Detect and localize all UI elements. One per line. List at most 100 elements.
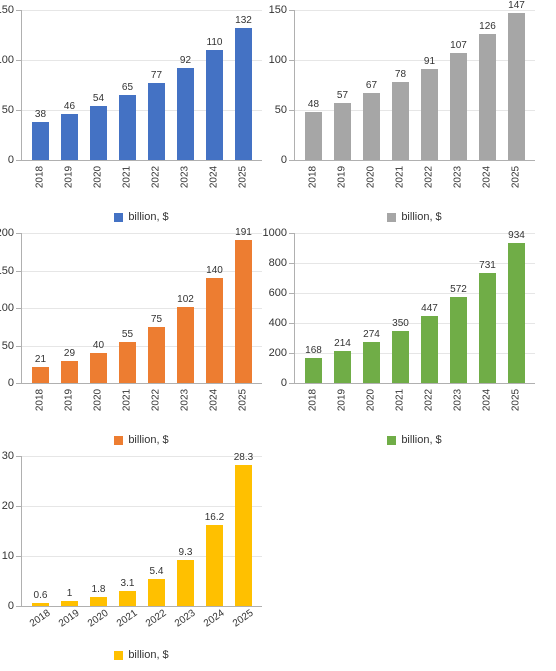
bar-value-label: 48 — [308, 99, 319, 110]
bar-value-label: 572 — [450, 284, 467, 295]
legend-label: billion, $ — [401, 434, 441, 446]
bar-value-label: 191 — [235, 227, 252, 238]
bar-wrap: 75 — [142, 233, 171, 383]
bar: 126 — [479, 34, 496, 160]
bar-value-label: 132 — [235, 15, 252, 26]
legend-swatch — [114, 436, 123, 445]
bar-value-label: 29 — [64, 348, 75, 359]
y-tick-label: 600 — [269, 287, 287, 299]
bar: 5.4 — [148, 579, 165, 606]
bar: 132 — [235, 28, 252, 160]
y-tick-label: 800 — [269, 257, 287, 269]
bar: 57 — [334, 103, 351, 160]
y-tick-label: 200 — [269, 347, 287, 359]
bar-value-label: 9.3 — [179, 547, 193, 558]
y-tick-label: 100 — [0, 302, 14, 314]
bar-value-label: 110 — [207, 37, 223, 48]
x-tick-label: 2020 — [357, 163, 385, 192]
x-tick-label: 2019 — [328, 163, 356, 192]
bar-value-label: 214 — [334, 338, 351, 349]
bar: 147 — [508, 13, 525, 160]
bar: 110 — [206, 50, 223, 160]
bar-value-label: 102 — [177, 294, 194, 305]
bar-value-label: 3.1 — [121, 578, 135, 589]
bar: 28.3 — [235, 465, 252, 607]
bar-wrap: 40 — [84, 233, 113, 383]
bar-wrap: 1.8 — [84, 456, 113, 606]
bar-wrap: 447 — [415, 233, 444, 383]
x-tick-label: 2018 — [299, 386, 327, 415]
x-tick-label: 2025 — [229, 386, 257, 415]
chart-plot-4: 01020300.611.83.15.49.316.228.3 — [21, 456, 262, 607]
bar-wrap: 54 — [84, 10, 113, 160]
bar-wrap: 21 — [26, 233, 55, 383]
bar-wrap: 92 — [171, 10, 200, 160]
chart-panel-2: 0501001502002129405575102140191201820192… — [10, 233, 273, 446]
y-tick-label: 50 — [2, 104, 14, 116]
legend: billion, $ — [387, 211, 441, 223]
bar-wrap: 0.6 — [26, 456, 55, 606]
legend: billion, $ — [114, 649, 168, 661]
bar: 1 — [61, 601, 78, 606]
bar: 447 — [421, 316, 438, 383]
chart-panel-3: 0200400600800100016821427435044757273193… — [283, 233, 546, 446]
y-tick-label: 1000 — [263, 227, 287, 239]
x-tick-label: 2024 — [200, 386, 228, 415]
chart-panel-4: 01020300.611.83.15.49.316.228.3201820192… — [10, 456, 273, 661]
bar-value-label: 350 — [392, 318, 409, 329]
x-tick-label: 2021 — [113, 386, 141, 415]
bar: 168 — [305, 358, 322, 383]
bar-value-label: 5.4 — [150, 566, 164, 577]
bar-value-label: 75 — [151, 314, 162, 325]
bar: 78 — [392, 82, 409, 160]
x-tick-label: 2022 — [142, 386, 170, 415]
bar-value-label: 1 — [67, 588, 73, 599]
bar-value-label: 38 — [35, 109, 46, 120]
x-axis-labels: 20182019202020212022202320242025 — [295, 386, 535, 414]
x-tick-label: 2018 — [299, 163, 327, 192]
bar: 214 — [334, 351, 351, 383]
bar-value-label: 46 — [64, 101, 75, 112]
bar-value-label: 65 — [122, 82, 133, 93]
y-tick-label: 200 — [0, 227, 14, 239]
bar-wrap: 132 — [229, 10, 258, 160]
legend-label: billion, $ — [401, 211, 441, 223]
x-tick-label: 2022 — [415, 163, 443, 192]
bar: 65 — [119, 95, 136, 160]
bar-value-label: 934 — [508, 230, 525, 241]
y-tick-label: 400 — [269, 317, 287, 329]
bar-value-label: 168 — [305, 345, 322, 356]
bar-value-label: 731 — [479, 260, 496, 271]
x-tick-label: 2018 — [26, 163, 54, 192]
y-tick — [16, 160, 22, 161]
y-tick-label: 10 — [2, 550, 14, 562]
bars-container: 2129405575102140191 — [22, 233, 262, 383]
y-tick-label: 0 — [281, 154, 287, 166]
bar: 350 — [392, 331, 409, 384]
y-tick-label: 50 — [275, 104, 287, 116]
x-tick-label: 2023 — [171, 163, 199, 192]
x-tick-label: 2021 — [386, 386, 414, 415]
x-tick-label: 2018 — [26, 386, 54, 415]
bar: 77 — [148, 83, 165, 160]
bar-wrap: 78 — [386, 10, 415, 160]
x-tick-label: 2022 — [142, 163, 170, 192]
legend-label: billion, $ — [128, 434, 168, 446]
bar-wrap: 67 — [357, 10, 386, 160]
bar-wrap: 16.2 — [200, 456, 229, 606]
bar-wrap: 38 — [26, 10, 55, 160]
bar-wrap: 102 — [171, 233, 200, 383]
x-tick-label: 2020 — [84, 163, 112, 192]
bar: 274 — [363, 342, 380, 383]
bar-wrap: 48 — [299, 10, 328, 160]
y-tick — [289, 383, 295, 384]
bar-value-label: 126 — [479, 21, 496, 32]
bar: 934 — [508, 243, 525, 383]
x-tick-label: 2019 — [328, 386, 356, 415]
x-tick-label: 2025 — [502, 163, 530, 192]
bar-wrap: 29 — [55, 233, 84, 383]
bar-value-label: 140 — [206, 265, 223, 276]
bar-value-label: 57 — [337, 90, 348, 101]
legend: billion, $ — [114, 211, 168, 223]
x-tick-label: 2025 — [502, 386, 530, 415]
